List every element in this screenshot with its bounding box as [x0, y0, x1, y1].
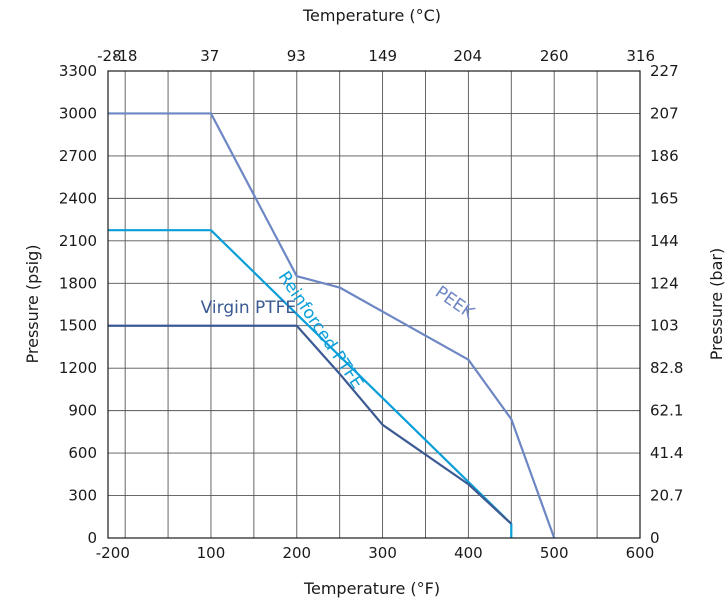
y-tick-label-left: 1800: [59, 274, 97, 292]
x-axis-title-top: Temperature (°C): [302, 6, 441, 25]
x-tick-label-top: 204: [453, 47, 482, 65]
y-axis-title-right: Pressure (bar): [707, 248, 726, 360]
series-lines: [108, 112, 556, 539]
x-axis-title-bottom: Temperature (°F): [303, 579, 440, 598]
reinforced-ptfe-line: [108, 229, 513, 538]
y-tick-label-left: 0: [87, 529, 97, 547]
y-tick-label-left: 300: [68, 487, 97, 505]
y-axis-title-left: Pressure (psig): [23, 245, 42, 364]
reinforced-ptfe-label: Reinforced PTFE: [274, 268, 367, 393]
y-tick-label-left: 1200: [59, 359, 97, 377]
tick-labels: -20 0 100 200 300 400 500 600-28-18 37 93 149 204 26…: [59, 47, 684, 562]
x-tick-label-bottom: -20: [96, 544, 121, 562]
y-tick-label-right: 103: [650, 317, 679, 335]
x-tick-label-bottom: 0: [120, 544, 130, 562]
x-tick-label-top: 149: [368, 47, 397, 65]
x-tick-label-top: 316: [626, 47, 655, 65]
y-tick-label-right: 207: [650, 104, 679, 122]
y-tick-label-left: 2100: [59, 232, 97, 250]
y-tick-label-right: 0: [650, 529, 660, 547]
y-tick-label-left: 2400: [59, 189, 97, 207]
y-tick-label-left: 900: [68, 402, 97, 420]
y-tick-label-right: 165: [650, 189, 679, 207]
grid: [108, 71, 640, 538]
x-tick-label-top: 37: [200, 47, 219, 65]
x-tick-label-top: 93: [287, 47, 306, 65]
x-tick-label-bottom: 200: [282, 544, 311, 562]
y-tick-label-right: 186: [650, 147, 679, 165]
y-tick-label-right: 227: [650, 62, 679, 80]
y-tick-label-left: 600: [68, 444, 97, 462]
y-tick-label-right: 62.1: [650, 402, 683, 420]
y-tick-label-right: 144: [650, 232, 679, 250]
x-tick-label-bottom: 300: [368, 544, 397, 562]
y-tick-label-right: 41.4: [650, 444, 683, 462]
virgin-ptfe-line: [108, 324, 513, 525]
x-tick-label-top: 260: [540, 47, 569, 65]
x-tick-label-bottom: 100: [197, 544, 226, 562]
y-tick-label-left: 3000: [59, 104, 97, 122]
y-tick-label-right: 82.8: [650, 359, 683, 377]
virgin-ptfe-label: Virgin PTFE: [201, 298, 297, 318]
y-tick-label-left: 2700: [59, 147, 97, 165]
x-tick-label-top: -28: [97, 47, 122, 65]
x-tick-label-bottom: 400: [454, 544, 483, 562]
peek-line: [108, 112, 556, 539]
plot-frame: [107, 70, 641, 539]
y-tick-label-right: 20.7: [650, 487, 683, 505]
peek-label: PEEK: [431, 282, 478, 323]
y-tick-label-left: 1500: [59, 317, 97, 335]
x-tick-label-bottom: 600: [626, 544, 655, 562]
x-tick-label-top: -18: [113, 47, 138, 65]
x-tick-label-bottom: 500: [540, 544, 569, 562]
y-tick-label-right: 124: [650, 274, 679, 292]
y-tick-label-left: 3300: [59, 62, 97, 80]
